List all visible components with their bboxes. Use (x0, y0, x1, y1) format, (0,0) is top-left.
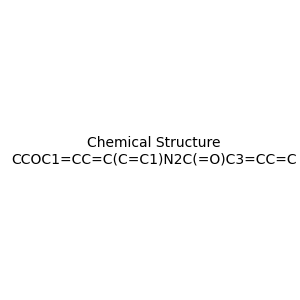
Text: Chemical Structure
CCOC1=CC=C(C=C1)N2C(=O)C3=CC=C: Chemical Structure CCOC1=CC=C(C=C1)N2C(=… (11, 136, 297, 166)
